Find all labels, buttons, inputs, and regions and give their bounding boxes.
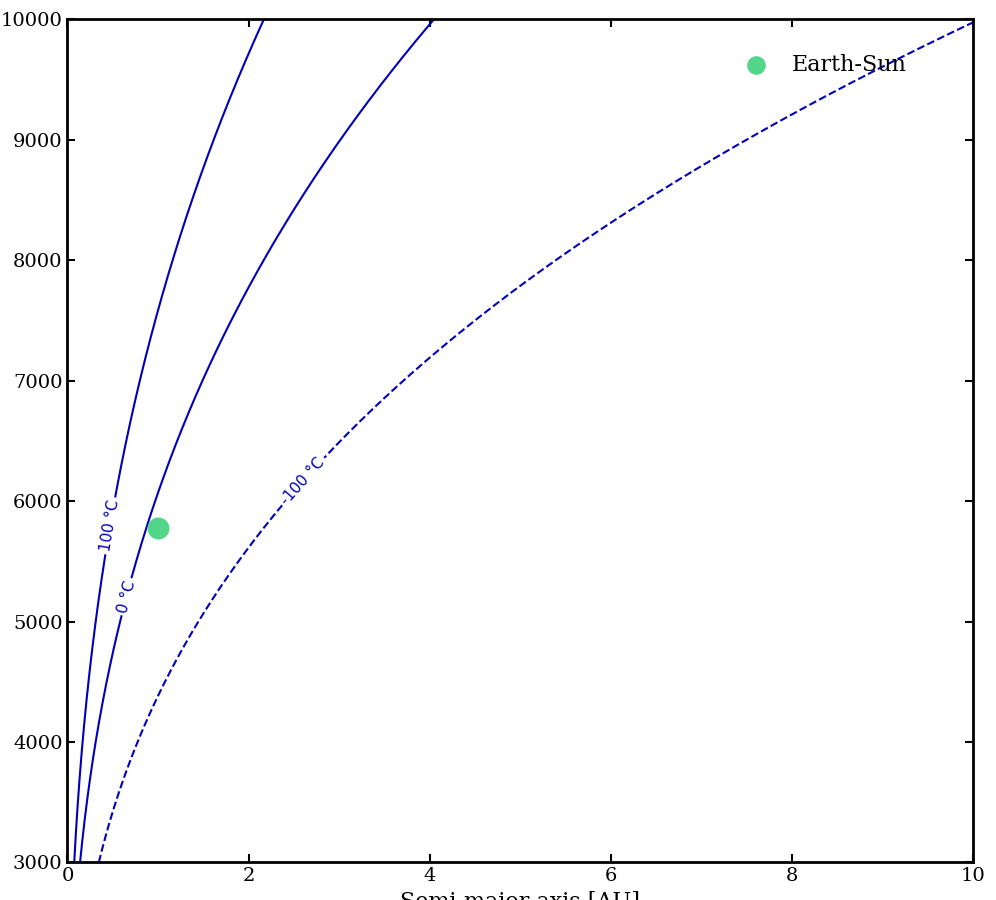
- Point: [748, 58, 764, 72]
- Text: 0 °C: 0 °C: [115, 579, 137, 615]
- Text: Earth-Sun: Earth-Sun: [792, 54, 907, 76]
- Point: [150, 520, 166, 535]
- Text: 100 °C: 100 °C: [99, 499, 122, 553]
- Text: -100 °C: -100 °C: [278, 454, 328, 508]
- X-axis label: Semi-major axis [AU]: Semi-major axis [AU]: [400, 891, 640, 900]
